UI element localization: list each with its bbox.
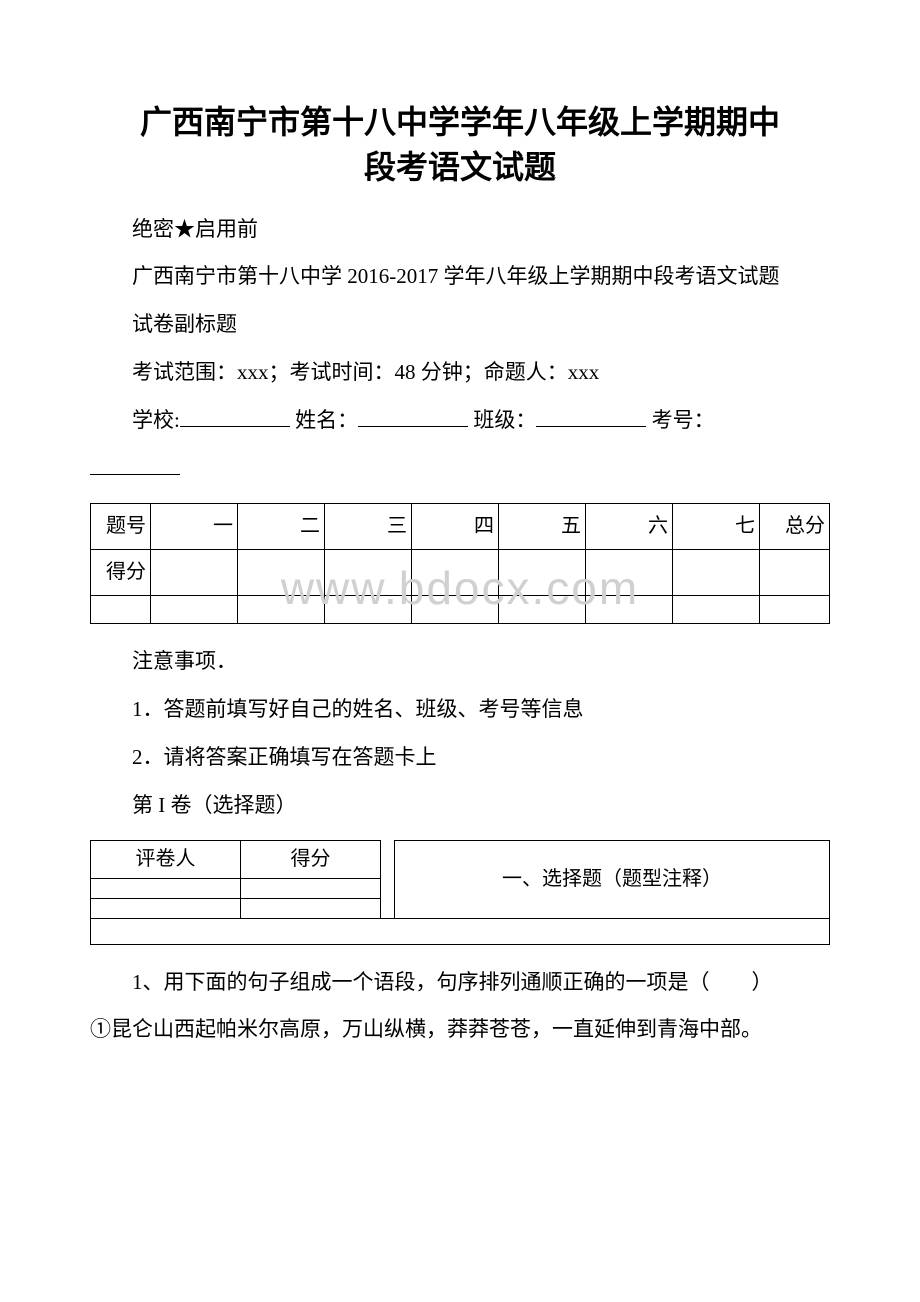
cell-label: 得分 [91,549,151,595]
table-row: 评卷人 得分 一、选择题（题型注释） [91,840,830,878]
cell-label: 题号 [91,503,151,549]
cell: 三 [325,503,412,549]
cell-empty [499,549,586,595]
cell-empty [673,595,760,623]
cell-empty [238,595,325,623]
name-label: 姓名： [295,408,358,432]
grader-table: 评卷人 得分 一、选择题（题型注释） [90,840,830,945]
number-blank-row [90,449,830,489]
exam-info: 考试范围：xxx；考试时间：48 分钟；命题人：xxx [90,353,830,393]
school-blank [180,402,290,427]
cell: 二 [238,503,325,549]
cell: 四 [412,503,499,549]
cell-empty [151,549,238,595]
fill-fields: 学校: 姓名： 班级： 考号： [90,401,830,441]
title-line-1: 广西南宁市第十八中学学年八年级上学期期中 [140,104,780,140]
cell: 五 [499,503,586,549]
cell-empty [673,549,760,595]
class-blank [536,402,646,427]
school-label: 学校: [132,408,180,432]
table-row: 得分 [91,549,830,595]
notice-heading: 注意事项． [90,642,830,682]
cell: 七 [673,503,760,549]
cell-empty [151,595,238,623]
cell-empty [586,549,673,595]
question-1-option-1: ①昆仑山西起帕米尔高原，万山纵横，莽莽苍苍，一直延伸到青海中部。 [90,1010,830,1050]
number-blank [90,450,180,475]
score-table: 题号 一 二 三 四 五 六 七 总分 得分 [90,503,830,624]
cell-empty [760,549,830,595]
cell-empty [412,595,499,623]
spacer [381,840,395,918]
section-label: 一、选择题（题型注释） [395,840,830,918]
cell-empty [91,878,241,898]
cell-empty [586,595,673,623]
document-page: 广西南宁市第十八中学学年八年级上学期期中 段考语文试题 绝密★启用前 广西南宁市… [0,0,920,1118]
cell-empty [238,549,325,595]
table-row [91,918,830,944]
name-blank [358,402,468,427]
grader-col1: 评卷人 [91,840,241,878]
cell-empty [325,595,412,623]
cell-empty [91,918,830,944]
notice-1: 1．答题前填写好自己的姓名、班级、考号等信息 [90,690,830,730]
cell-empty [91,595,151,623]
class-label: 班级： [473,408,536,432]
cell: 一 [151,503,238,549]
section-1-heading: 第 I 卷（选择题） [90,786,830,826]
cell: 六 [586,503,673,549]
title-line-2: 段考语文试题 [364,149,556,185]
cell-empty [241,898,381,918]
document-title: 广西南宁市第十八中学学年八年级上学期期中 段考语文试题 [90,100,830,190]
subtitle: 试卷副标题 [90,305,830,345]
score-table-wrap: 题号 一 二 三 四 五 六 七 总分 得分 [90,503,830,624]
cell: 总分 [760,503,830,549]
secret-line: 绝密★启用前 [90,210,830,250]
table-row: 题号 一 二 三 四 五 六 七 总分 [91,503,830,549]
grader-col2: 得分 [241,840,381,878]
cell-empty [325,549,412,595]
cell-empty [412,549,499,595]
number-label: 考号： [652,408,715,432]
cell-empty [760,595,830,623]
main-heading: 广西南宁市第十八中学 2016-2017 学年八年级上学期期中段考语文试题 [90,257,830,297]
table-row [91,595,830,623]
notice-2: 2．请将答案正确填写在答题卡上 [90,738,830,778]
cell-empty [241,878,381,898]
cell-empty [499,595,586,623]
cell-empty [91,898,241,918]
question-1-stem: 1、用下面的句子组成一个语段，句序排列通顺正确的一项是（ ） [90,963,830,1003]
